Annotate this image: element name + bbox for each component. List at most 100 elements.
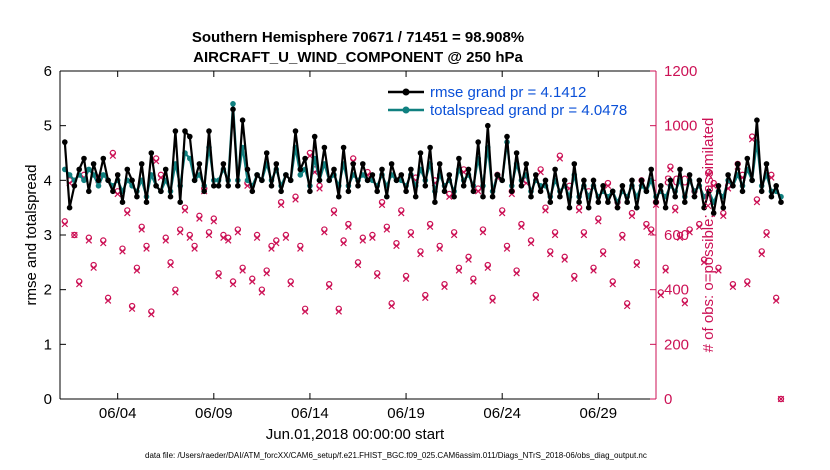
rmse-data-point: [138, 161, 145, 167]
rmse-data-point: [90, 161, 97, 167]
rmse-data-point: [629, 177, 635, 184]
obs-assimilated-marker: [672, 207, 679, 214]
obs-assimilated-marker: [696, 223, 703, 231]
x-tick-label: 06/19: [387, 405, 425, 422]
obs-possible-marker: [176, 226, 184, 233]
rmse-data-point: [739, 188, 746, 195]
y-tick-label: 2: [44, 282, 52, 299]
rmse-data-point: [167, 193, 174, 200]
rmse-data-point: [460, 183, 467, 189]
obs-possible-marker: [479, 226, 487, 233]
rmse-data-point: [571, 161, 578, 167]
obs-assimilated-marker: [138, 226, 145, 233]
obs-possible-marker: [772, 294, 780, 302]
obs-possible-marker: [537, 166, 544, 173]
obs-possible-marker: [172, 286, 179, 293]
rmse-data-point: [763, 161, 770, 167]
obs-assimilated-marker: [148, 311, 155, 318]
rmse-data-point: [706, 188, 712, 195]
rmse-data-point: [489, 193, 496, 200]
obs-possible-marker: [402, 272, 410, 280]
obs-possible-marker: [148, 308, 155, 315]
rmse-data-point: [566, 204, 573, 211]
legend: rmse grand pr = 4.1412 totalspread grand…: [388, 84, 627, 119]
obs-possible-marker: [287, 278, 294, 285]
rmse-data-point: [316, 177, 323, 184]
rmse-data-point: [547, 199, 554, 205]
rmse-data-point: [307, 188, 313, 195]
obs-possible-marker: [268, 242, 275, 250]
rmse-data-point: [355, 183, 361, 189]
obs-assimilated-marker: [604, 182, 612, 190]
obs-possible-marker: [729, 281, 737, 288]
rmse-data-point: [336, 193, 342, 200]
obs-possible-marker: [768, 171, 775, 179]
obs-assimilated-marker: [667, 166, 674, 173]
rmse-data-point: [259, 177, 265, 184]
totalspread-data-point: [100, 172, 107, 178]
obs-assimilated-marker: [561, 256, 568, 263]
obs-assimilated-marker: [109, 152, 117, 159]
rmse-data-point: [110, 188, 116, 195]
obs-assimilated-marker: [662, 267, 669, 274]
y2-axis-label: # of obs: o=possible; ×=assimilated: [700, 118, 717, 353]
rmse-data-point: [744, 155, 751, 162]
rmse-data-point: [124, 166, 131, 173]
obs-assimilated-marker: [61, 220, 69, 228]
obs-assimilated-marker: [210, 218, 218, 225]
rmse-data-point: [235, 183, 241, 189]
obs-possible-marker: [124, 207, 131, 214]
obs-possible-marker: [191, 242, 198, 250]
rmse-data-point: [696, 177, 703, 184]
rmse-data-point: [119, 199, 126, 205]
obs-assimilated-marker: [90, 264, 97, 272]
obs-possible-marker: [162, 234, 169, 241]
obs-assimilated-marker: [215, 272, 222, 280]
y-tick-label: 3: [44, 227, 52, 244]
obs-assimilated-marker: [590, 267, 597, 274]
rmse-data-point: [710, 210, 717, 216]
obs-assimilated-marker: [325, 283, 333, 291]
rmse-data-point: [211, 183, 217, 189]
rmse-data-point: [187, 133, 193, 140]
rmse-data-point: [153, 183, 159, 189]
rmse-data-point: [446, 172, 453, 178]
obs-possible-marker: [225, 234, 232, 241]
obs-assimilated-marker: [162, 237, 169, 244]
x-tick-label: 06/09: [195, 405, 233, 422]
rmse-data-point: [672, 193, 678, 200]
obs-assimilated-marker: [484, 264, 491, 272]
obs-possible-marker: [518, 220, 525, 228]
rmse-data-point: [682, 199, 688, 205]
obs-assimilated-marker: [143, 245, 150, 252]
obs-assimilated-marker: [186, 234, 193, 241]
obs-possible-marker: [210, 215, 218, 222]
y-tick-label: 0: [44, 391, 52, 408]
obs-assimilated-marker: [330, 209, 338, 217]
obs-possible-marker: [181, 204, 189, 211]
rmse-data-point: [557, 193, 563, 200]
rmse-data-point: [614, 204, 621, 211]
rmse-data-point: [677, 166, 683, 173]
rmse-series-line: [63, 108, 783, 215]
rmse-data-point: [720, 204, 727, 211]
obs-assimilated-marker: [657, 291, 665, 299]
obs-possible-marker: [619, 231, 626, 239]
obs-assimilated-marker: [537, 168, 544, 176]
obs-possible-marker: [604, 179, 612, 187]
y-tick-label: 6: [44, 63, 52, 80]
obs-assimilated-marker: [301, 308, 309, 315]
totalspread-data-point: [95, 183, 102, 189]
obs-assimilated-marker: [152, 157, 160, 165]
obs-possible-marker: [657, 289, 665, 296]
obs-possible-marker: [196, 212, 203, 220]
obs-assimilated-marker: [263, 270, 270, 277]
obs-possible-marker: [542, 204, 549, 211]
obs-possible-marker: [609, 278, 616, 285]
y2-tick-label: 0: [664, 391, 672, 408]
x-tick-label: 06/14: [291, 405, 329, 422]
rmse-data-point: [129, 177, 135, 184]
obs-assimilated-marker: [71, 231, 78, 239]
left-y-ticks: 0 1 2 3 4 5 6: [44, 63, 66, 408]
obs-assimilated-marker: [628, 212, 636, 220]
